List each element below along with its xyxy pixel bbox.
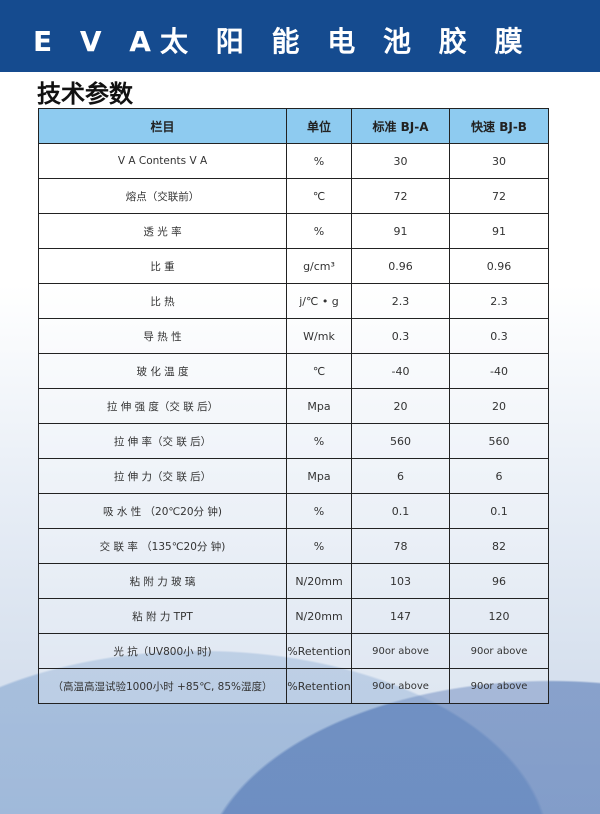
table-cell: 20	[449, 388, 549, 424]
table-cell: 粘 附 力 玻 璃	[38, 563, 287, 599]
table-cell: 0.3	[449, 318, 549, 354]
table-row: 交 联 率 （135℃20分 钟)% 78 82	[38, 528, 549, 564]
table-cell: 72	[449, 178, 549, 214]
table-cell: j/℃ • g	[286, 283, 352, 319]
table-cell: Mpa	[286, 388, 352, 424]
table-cell: Mpa	[286, 458, 352, 494]
table-row: 熔点（交联前） ℃ 72 72	[38, 178, 549, 214]
table-cell: 0.96	[351, 248, 450, 284]
table-cell: 72	[351, 178, 450, 214]
table-cell: 6	[449, 458, 549, 494]
table-cell: N/20mm	[286, 563, 352, 599]
table-row: 拉 伸 率（交 联 后）% 560 560	[38, 423, 549, 459]
table-row: 粘 附 力 玻 璃 N/20mm 103 96	[38, 563, 549, 599]
table-cell: 91	[351, 213, 450, 249]
table-row: 吸 水 性 （20℃20分 钟)% 0.1 0.1	[38, 493, 549, 529]
table-cell: N/20mm	[286, 598, 352, 634]
table-row: （高温高湿试验1000小时 +85℃, 85%湿度） %Retention 90or…	[38, 668, 549, 704]
table-cell: 103	[351, 563, 450, 599]
table-cell: V A Contents V A	[38, 143, 287, 179]
table-cell: 比 重	[38, 248, 287, 284]
table-cell: 拉 伸 强 度（交 联 后）	[38, 388, 287, 424]
table-cell: 147	[351, 598, 450, 634]
table-cell: 560	[449, 423, 549, 459]
table-cell: 90or above	[449, 633, 549, 669]
table-cell: 0.96	[449, 248, 549, 284]
table-cell: -40	[449, 353, 549, 389]
table-cell: %	[286, 213, 352, 249]
table-row: 拉 伸 力（交 联 后） Mpa 6 6	[38, 458, 549, 494]
title-band: E V A太 阳 能 电 池 胶 膜	[0, 0, 600, 72]
column-header: 单位	[286, 108, 352, 144]
column-header: 栏目	[38, 108, 287, 144]
table-cell: W/mk	[286, 318, 352, 354]
table-row: 透 光 率% 91 91	[38, 213, 549, 249]
table-cell: %	[286, 143, 352, 179]
table-cell: 拉 伸 力（交 联 后）	[38, 458, 287, 494]
table-header: 栏目 单位 标准 BJ-A 快速 BJ-B	[38, 108, 549, 144]
table-cell: 2.3	[351, 283, 450, 319]
table-cell: %	[286, 493, 352, 529]
table-cell: %	[286, 528, 352, 564]
table-cell: 20	[351, 388, 450, 424]
table-cell: 0.1	[449, 493, 549, 529]
table-cell: 0.1	[351, 493, 450, 529]
table-cell: （高温高湿试验1000小时 +85℃, 85%湿度）	[38, 668, 287, 704]
table-cell: 30	[449, 143, 549, 179]
column-header: 快速 BJ-B	[449, 108, 549, 144]
table-cell: %	[286, 423, 352, 459]
table-cell: 玻 化 温 度	[38, 353, 287, 389]
table-cell: 透 光 率	[38, 213, 287, 249]
table-cell: 120	[449, 598, 549, 634]
table-row: 光 抗（UV800小 时) %Retention 90or above 90or ab…	[38, 633, 549, 669]
table-cell: 2.3	[449, 283, 549, 319]
section-title: 技术参数	[37, 80, 133, 108]
table-cell: 82	[449, 528, 549, 564]
table-cell: 90or above	[351, 633, 450, 669]
table-cell: ℃	[286, 353, 352, 389]
table-cell: 30	[351, 143, 450, 179]
spec-table: 栏目 单位 标准 BJ-A 快速 BJ-B V A Contents V A% 30 30…	[38, 108, 549, 704]
page-title: E V A太 阳 能 电 池 胶 膜	[33, 25, 532, 58]
table-cell: g/cm³	[286, 248, 352, 284]
table-cell: 熔点（交联前）	[38, 178, 287, 214]
table-cell: %Retention	[286, 668, 352, 704]
table-cell: 78	[351, 528, 450, 564]
column-header: 标准 BJ-A	[351, 108, 450, 144]
table-row: 拉 伸 强 度（交 联 后） Mpa 20 20	[38, 388, 549, 424]
table-cell: %Retention	[286, 633, 352, 669]
table-cell: 比 热	[38, 283, 287, 319]
table-cell: 光 抗（UV800小 时)	[38, 633, 287, 669]
table-row: 粘 附 力 TPT N/20mm 147 120	[38, 598, 549, 634]
table-cell: 90or above	[351, 668, 450, 704]
table-cell: -40	[351, 353, 450, 389]
table-cell: 导 热 性	[38, 318, 287, 354]
table-cell: 0.3	[351, 318, 450, 354]
table-cell: 拉 伸 率（交 联 后）	[38, 423, 287, 459]
table-row: 玻 化 温 度 ℃ -40 -40	[38, 353, 549, 389]
table-row: V A Contents V A% 30 30	[38, 143, 549, 179]
table-cell: 交 联 率 （135℃20分 钟)	[38, 528, 287, 564]
table-cell: 吸 水 性 （20℃20分 钟)	[38, 493, 287, 529]
table-cell: ℃	[286, 178, 352, 214]
table-row: 导 热 性 W/mk 0.3 0.3	[38, 318, 549, 354]
table-cell: 96	[449, 563, 549, 599]
table-row: 比 热 j/℃ • g 2.3 2.3	[38, 283, 549, 319]
table-row: 比 重 g/cm³ 0.96 0.96	[38, 248, 549, 284]
table-cell: 粘 附 力 TPT	[38, 598, 287, 634]
table-cell: 91	[449, 213, 549, 249]
table-cell: 560	[351, 423, 450, 459]
table-cell: 90or above	[449, 668, 549, 704]
table-cell: 6	[351, 458, 450, 494]
